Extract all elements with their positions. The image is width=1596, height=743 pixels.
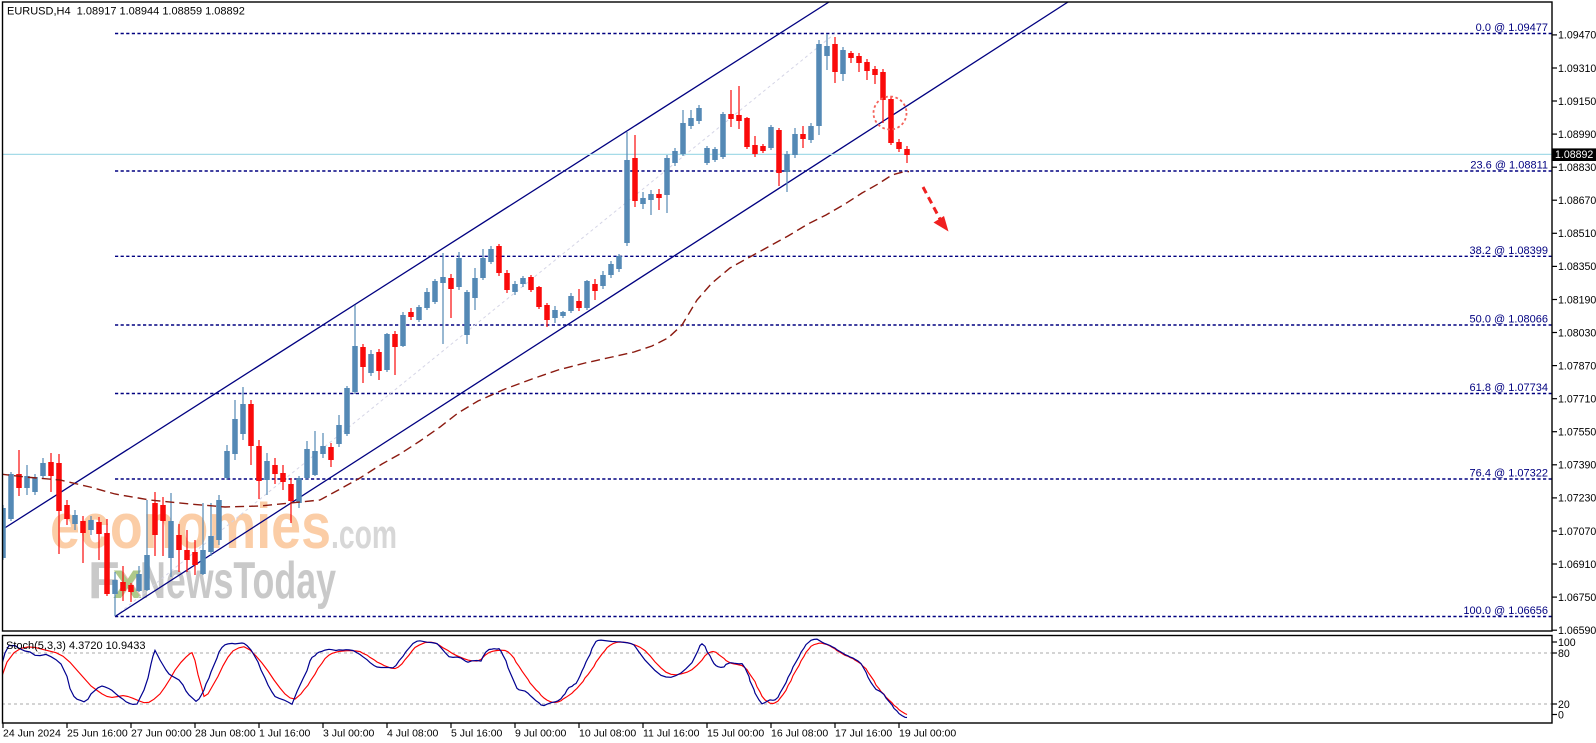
svg-text:100.0 @ 1.06656: 100.0 @ 1.06656 xyxy=(1463,605,1548,617)
svg-text:0.0 @ 1.09477: 0.0 @ 1.09477 xyxy=(1476,22,1548,34)
svg-text:1.09150: 1.09150 xyxy=(1558,96,1596,108)
svg-text:17 Jul 16:00: 17 Jul 16:00 xyxy=(835,728,892,740)
svg-text:27 Jun 00:00: 27 Jun 00:00 xyxy=(131,728,192,740)
svg-text:76.4 @ 1.07322: 76.4 @ 1.07322 xyxy=(1470,468,1548,480)
svg-text:19 Jul 00:00: 19 Jul 00:00 xyxy=(899,728,956,740)
svg-text:0: 0 xyxy=(1558,709,1564,721)
svg-text:1.08830: 1.08830 xyxy=(1558,162,1596,174)
svg-text:80: 80 xyxy=(1558,648,1570,660)
svg-text:1.07070: 1.07070 xyxy=(1558,526,1596,538)
svg-text:1.08350: 1.08350 xyxy=(1558,261,1596,273)
svg-text:Stoch(5,3,3) 4.3720 10.9433: Stoch(5,3,3) 4.3720 10.9433 xyxy=(6,640,145,652)
svg-text:4 Jul 08:00: 4 Jul 08:00 xyxy=(387,728,439,740)
svg-text:1.08990: 1.08990 xyxy=(1558,129,1596,141)
svg-text:23.6 @ 1.08811: 23.6 @ 1.08811 xyxy=(1470,160,1548,172)
svg-text:1.07870: 1.07870 xyxy=(1558,360,1596,372)
svg-text:1.08892: 1.08892 xyxy=(1555,149,1593,161)
svg-text:1 Jul 16:00: 1 Jul 16:00 xyxy=(259,728,311,740)
svg-text:1.08030: 1.08030 xyxy=(1558,327,1596,339)
svg-text:1.07390: 1.07390 xyxy=(1558,460,1596,472)
svg-text:100: 100 xyxy=(1558,637,1576,649)
svg-text:NewsToday: NewsToday xyxy=(140,552,336,610)
svg-text:1.08510: 1.08510 xyxy=(1558,228,1596,240)
svg-text:15 Jul 00:00: 15 Jul 00:00 xyxy=(707,728,764,740)
svg-text:9 Jul 00:00: 9 Jul 00:00 xyxy=(515,728,567,740)
svg-text:1.09310: 1.09310 xyxy=(1558,63,1596,75)
svg-text:28 Jun 08:00: 28 Jun 08:00 xyxy=(195,728,256,740)
svg-text:38.2 @ 1.08399: 38.2 @ 1.08399 xyxy=(1470,245,1548,257)
svg-text:10 Jul 08:00: 10 Jul 08:00 xyxy=(579,728,636,740)
svg-text:24 Jun 2024: 24 Jun 2024 xyxy=(3,728,61,740)
svg-text:1.06590: 1.06590 xyxy=(1558,625,1596,637)
svg-text:20: 20 xyxy=(1558,699,1570,711)
svg-text:3 Jul 00:00: 3 Jul 00:00 xyxy=(323,728,375,740)
svg-text:11 Jul 16:00: 11 Jul 16:00 xyxy=(643,728,700,740)
svg-text:50.0 @ 1.08066: 50.0 @ 1.08066 xyxy=(1470,314,1548,326)
svg-text:1.06910: 1.06910 xyxy=(1558,559,1596,571)
svg-text:25 Jun 16:00: 25 Jun 16:00 xyxy=(67,728,128,740)
svg-text:EURUSD,H4 1.08917 1.08944 1.0: EURUSD,H4 1.08917 1.08944 1.08859 1.0889… xyxy=(7,6,245,18)
svg-text:1.08190: 1.08190 xyxy=(1558,294,1596,306)
svg-text:.com: .com xyxy=(331,513,397,557)
svg-text:1.07230: 1.07230 xyxy=(1558,493,1596,505)
svg-text:16 Jul 08:00: 16 Jul 08:00 xyxy=(771,728,828,740)
svg-text:1.07710: 1.07710 xyxy=(1558,394,1596,406)
svg-text:61.8 @ 1.07734: 61.8 @ 1.07734 xyxy=(1470,382,1548,394)
svg-text:1.08670: 1.08670 xyxy=(1558,195,1596,207)
svg-text:5 Jul 16:00: 5 Jul 16:00 xyxy=(451,728,503,740)
svg-text:1.06750: 1.06750 xyxy=(1558,592,1596,604)
svg-text:1.09470: 1.09470 xyxy=(1558,30,1596,42)
svg-text:1.07550: 1.07550 xyxy=(1558,427,1596,439)
